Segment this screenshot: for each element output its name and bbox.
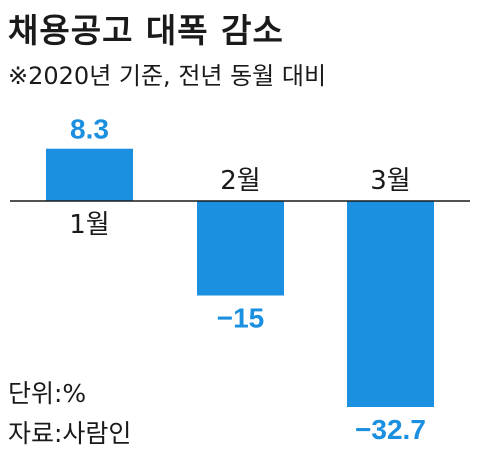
category-label-1: 1월	[69, 210, 109, 240]
value-label-3: −32.7	[355, 414, 426, 445]
unit-note: 단위:%	[8, 379, 87, 408]
chart-title: 채용공고 대폭 감소	[8, 11, 284, 50]
category-label-3: 3월	[370, 166, 410, 196]
source-note: 자료:사람인	[8, 419, 132, 448]
bar-1	[46, 148, 133, 201]
bar-3	[347, 201, 434, 408]
chart-subtitle: ※2020년 기준, 전년 동월 대비	[8, 62, 327, 90]
category-label-2: 2월	[220, 166, 260, 196]
value-label-2: −15	[217, 303, 265, 334]
bar-2	[197, 201, 284, 296]
value-label-1: 8.3	[70, 114, 109, 145]
